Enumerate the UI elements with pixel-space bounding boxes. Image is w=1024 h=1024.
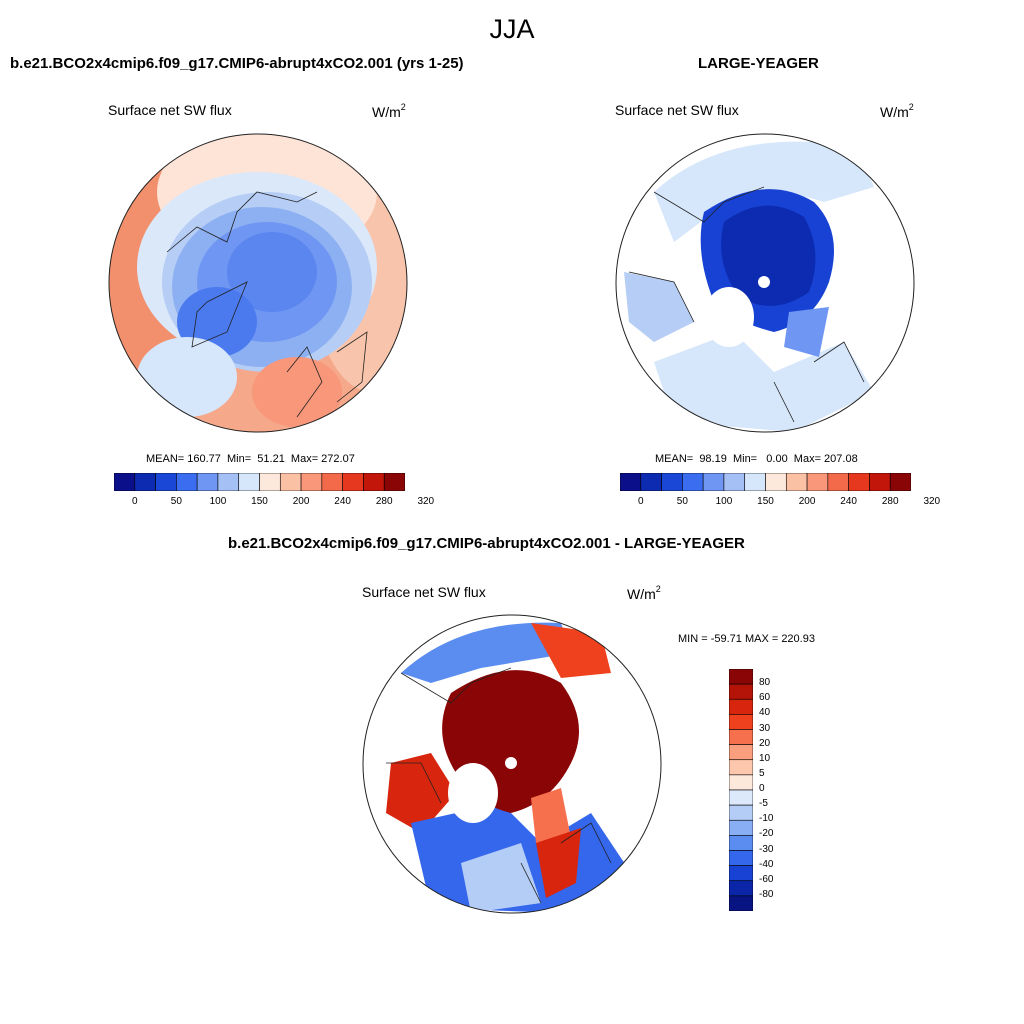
- colorbar-swatch: [729, 774, 753, 791]
- colorbar-tick-label: 150: [757, 496, 774, 507]
- panel-3-colorbar: [729, 669, 753, 911]
- colorbar-tick-label: -60: [759, 873, 774, 885]
- colorbar-swatch: [729, 865, 753, 882]
- colorbar-swatch: [134, 473, 156, 491]
- panel-1-stats: MEAN= 160.77 Min= 51.21 Max= 272.07: [146, 453, 355, 465]
- page-title: JJA: [489, 14, 535, 44]
- colorbar-swatch: [729, 669, 753, 685]
- colorbar-tick-label: 30: [759, 722, 771, 734]
- colorbar-swatch: [889, 473, 911, 491]
- panel-3-variable: Surface net SW flux: [362, 584, 486, 600]
- colorbar-tick-label: 320: [417, 496, 435, 507]
- colorbar-swatch: [729, 789, 753, 806]
- colorbar-swatch: [259, 473, 281, 491]
- colorbar-tick-label: -5: [759, 798, 768, 810]
- colorbar-swatch: [176, 473, 198, 491]
- colorbar-tick-label: 200: [798, 496, 816, 507]
- colorbar-swatch: [729, 835, 753, 851]
- panel-1-colorbar: [114, 473, 405, 491]
- colorbar-tick-label: 240: [840, 496, 857, 507]
- colorbar-swatch: [682, 473, 704, 491]
- panel-2-stats: MEAN= 98.19 Min= 0.00 Max= 207.08: [655, 453, 858, 465]
- panel-2-map: [615, 133, 915, 433]
- panel-1-units: W/m2: [372, 102, 406, 120]
- colorbar-tick-label: 200: [292, 496, 310, 507]
- panel-1-variable: Surface net SW flux: [108, 102, 232, 118]
- colorbar-swatch: [342, 473, 364, 491]
- colorbar-tick-label: 320: [923, 496, 941, 507]
- panel-2-units: W/m2: [880, 102, 914, 120]
- colorbar-tick-label: 40: [759, 707, 771, 719]
- colorbar-tick-label: 10: [759, 752, 771, 764]
- colorbar-swatch: [729, 880, 753, 897]
- colorbar-swatch: [729, 759, 753, 776]
- colorbar-tick-label: -10: [759, 813, 774, 825]
- colorbar-swatch: [383, 473, 405, 491]
- colorbar-swatch: [300, 473, 323, 491]
- colorbar-swatch: [238, 473, 260, 491]
- colorbar-swatch: [114, 473, 136, 491]
- colorbar-tick-label: 100: [209, 496, 227, 507]
- colorbar-swatch: [661, 473, 683, 491]
- panel-3-stats: MIN = -59.71 MAX = 220.93: [678, 633, 815, 645]
- colorbar-swatch: [279, 473, 302, 491]
- colorbar-swatch: [729, 729, 753, 745]
- colorbar-tick-label: -40: [759, 858, 774, 870]
- colorbar-tick-label: 80: [759, 677, 771, 689]
- colorbar-swatch: [729, 714, 753, 730]
- panel-3-title: b.e21.BCO2x4cmip6.f09_g17.CMIP6-abrupt4x…: [228, 535, 745, 552]
- colorbar-swatch: [848, 473, 870, 491]
- panel-1-map: [108, 133, 408, 433]
- colorbar-tick-label: 280: [881, 496, 899, 507]
- colorbar-tick-label: 20: [759, 737, 771, 749]
- colorbar-swatch: [217, 473, 240, 491]
- colorbar-swatch: [729, 819, 753, 836]
- colorbar-swatch: [729, 744, 753, 761]
- panel-3-map: [362, 614, 662, 914]
- colorbar-tick-label: 50: [170, 496, 182, 507]
- panel-2-variable: Surface net SW flux: [615, 102, 739, 118]
- colorbar-swatch: [620, 473, 642, 491]
- colorbar-swatch: [729, 850, 753, 866]
- colorbar-tick-label: 50: [676, 496, 688, 507]
- colorbar-swatch: [729, 895, 753, 911]
- colorbar-swatch: [196, 473, 219, 491]
- colorbar-swatch: [765, 473, 787, 491]
- colorbar-swatch: [785, 473, 808, 491]
- colorbar-swatch: [640, 473, 662, 491]
- colorbar-tick-label: 280: [375, 496, 393, 507]
- colorbar-swatch: [729, 804, 753, 821]
- panel-2-colorbar-ticks: 0 50 100 150 200 240 280 320: [620, 494, 940, 508]
- colorbar-tick-label: -30: [759, 843, 774, 855]
- colorbar-tick-label: 0: [759, 783, 765, 794]
- colorbar-tick-label: -20: [759, 828, 774, 840]
- colorbar-swatch: [827, 473, 849, 491]
- colorbar-tick-label: 100: [715, 496, 733, 507]
- colorbar-swatch: [155, 473, 177, 491]
- colorbar-swatch: [729, 698, 753, 715]
- panel-2-colorbar: [620, 473, 911, 491]
- colorbar-tick-label: 240: [334, 496, 351, 507]
- panel-2-title: LARGE-YEAGER: [698, 55, 819, 72]
- colorbar-swatch: [723, 473, 746, 491]
- colorbar-tick-label: 60: [759, 692, 771, 704]
- panel-1-colorbar-ticks: 0 50 100 150 200 240 280 320: [114, 494, 434, 508]
- panel-3-units: W/m2: [627, 584, 661, 602]
- colorbar-tick-label: -80: [759, 888, 774, 900]
- colorbar-tick-label: 0: [132, 496, 138, 507]
- colorbar-swatch: [729, 683, 753, 700]
- colorbar-tick-label: 5: [759, 767, 765, 779]
- colorbar-swatch: [744, 473, 766, 491]
- colorbar-swatch: [869, 473, 891, 491]
- colorbar-swatch: [321, 473, 343, 491]
- colorbar-swatch: [806, 473, 829, 491]
- panel-3-colorbar-ticks: 80 60 40 30 20 10 5 0 -5 -10 -20 -30 -40 -60 -80: [759, 669, 799, 911]
- colorbar-tick-label: 0: [638, 496, 644, 507]
- panel-1-title: b.e21.BCO2x4cmip6.f09_g17.CMIP6-abrupt4x…: [10, 55, 464, 72]
- colorbar-tick-label: 150: [251, 496, 268, 507]
- colorbar-swatch: [363, 473, 385, 491]
- colorbar-swatch: [702, 473, 725, 491]
